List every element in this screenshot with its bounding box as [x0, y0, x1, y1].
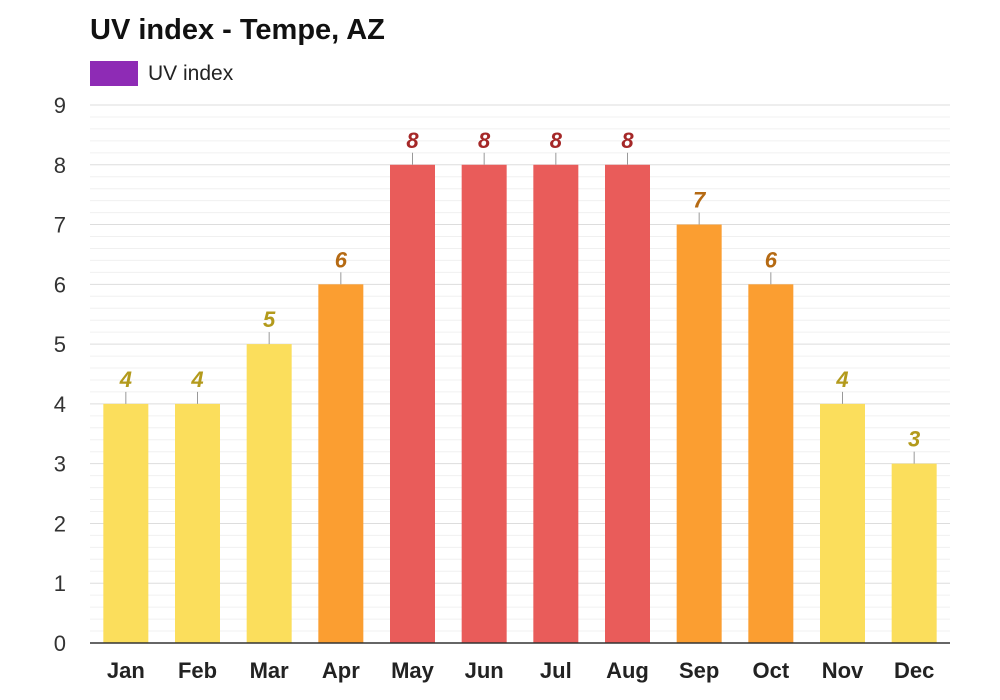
bar-may [390, 164, 435, 643]
x-tick-label-oct: Oct [752, 658, 789, 683]
y-tick-label: 0 [54, 631, 66, 656]
y-tick-label: 9 [54, 93, 66, 118]
y-axis: 0 1 2 3 4 5 6 7 8 9 [54, 93, 66, 656]
value-label-dec: 3 [908, 427, 920, 452]
y-tick-label: 5 [54, 332, 66, 357]
value-label-sep: 7 [693, 188, 707, 213]
bar-nov [820, 403, 865, 643]
bar-oct [748, 284, 794, 643]
x-tick-label-apr: Apr [322, 658, 360, 683]
value-label-jun: 8 [478, 128, 491, 153]
value-label-may: 8 [406, 128, 419, 153]
value-labels: 4 4 5 6 8 8 8 8 7 6 4 3 [119, 128, 920, 464]
x-tick-label-jun: Jun [465, 658, 504, 683]
value-label-jan: 4 [119, 367, 132, 392]
bar-apr [318, 284, 364, 643]
value-label-feb: 4 [190, 367, 203, 392]
value-label-jul: 8 [550, 128, 563, 153]
value-label-nov: 4 [835, 367, 848, 392]
x-tick-label-sep: Sep [679, 658, 719, 683]
y-tick-label: 7 [54, 213, 66, 238]
y-tick-label: 3 [54, 452, 66, 477]
x-axis: Jan Feb Mar Apr May Jun Jul Aug Sep Oct Nov Dec [90, 642, 950, 683]
bar-dec [891, 463, 937, 643]
y-tick-label: 6 [54, 272, 66, 297]
bar-feb [175, 403, 220, 643]
chart-title: UV index - Tempe, AZ [90, 14, 385, 46]
y-tick-label: 1 [54, 571, 66, 596]
x-tick-label-nov: Nov [822, 658, 864, 683]
bar-jan [103, 403, 149, 643]
grid-lines [90, 104, 950, 632]
x-tick-label-aug: Aug [606, 658, 649, 683]
x-tick-label-dec: Dec [894, 658, 934, 683]
bar-jul [533, 164, 579, 643]
value-label-apr: 6 [335, 247, 348, 272]
value-label-aug: 8 [621, 128, 634, 153]
bar-sep [676, 224, 722, 644]
x-tick-label-jan: Jan [107, 658, 145, 683]
bar-aug [605, 164, 650, 643]
x-tick-label-feb: Feb [178, 658, 217, 683]
value-label-mar: 5 [263, 307, 276, 332]
bar-mar [246, 344, 292, 643]
legend-swatch [90, 61, 138, 86]
legend: UV index [90, 61, 233, 86]
y-tick-label: 2 [54, 511, 66, 536]
x-tick-label-mar: Mar [250, 658, 290, 683]
x-tick-label-jul: Jul [540, 658, 572, 683]
x-tick-label-may: May [391, 658, 435, 683]
y-tick-label: 4 [54, 392, 66, 417]
bars [103, 164, 937, 644]
value-label-oct: 6 [765, 247, 778, 272]
y-tick-label: 8 [54, 153, 66, 178]
legend-label: UV index [148, 61, 234, 85]
bar-jun [461, 164, 507, 643]
